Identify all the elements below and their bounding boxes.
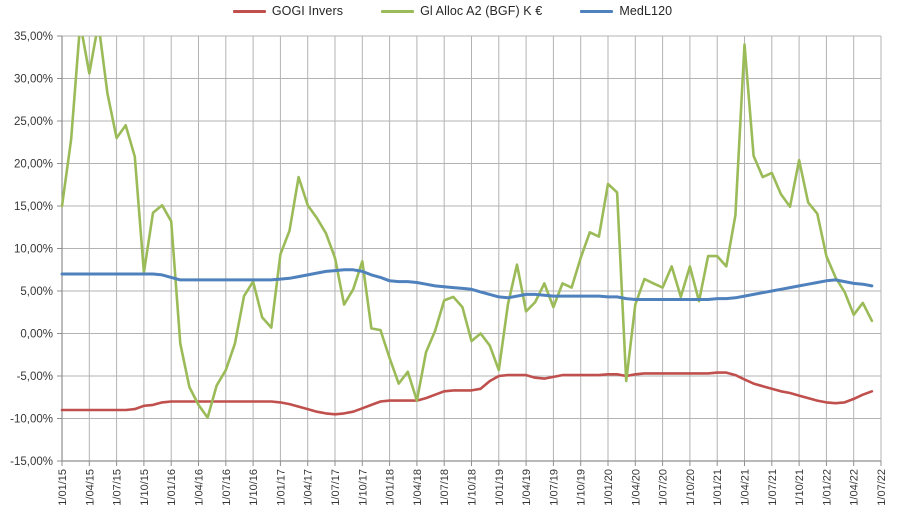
x-axis-label: 1/04/16 — [194, 469, 206, 506]
legend-item-2: MedL120 — [580, 4, 672, 18]
series-line-medl120 — [60, 268, 874, 301]
x-axis-label: 1/01/19 — [494, 469, 506, 506]
x-axis-label: 1/01/18 — [385, 469, 397, 506]
x-axis-label: 1/07/22 — [876, 469, 888, 506]
y-axis-label: 30,00% — [14, 74, 53, 86]
legend-label: Gl Alloc A2 (BGF) K € — [420, 4, 543, 18]
x-axis-label: 1/07/15 — [112, 469, 124, 506]
y-axis-label: 35,00% — [14, 31, 53, 43]
x-axis-label: 1/01/17 — [275, 469, 287, 506]
x-axis-label: 1/07/17 — [330, 469, 342, 506]
y-axis-label: -10,00% — [10, 414, 53, 426]
x-axis-label: 1/04/18 — [412, 469, 424, 506]
legend-line-swatch — [232, 9, 266, 13]
x-axis-label: 1/07/16 — [221, 469, 233, 506]
legend-item-0: GOGI Invers — [232, 4, 344, 18]
x-axis-label: 1/10/16 — [248, 469, 260, 506]
series-line-gl-alloc-a2-bgf-k — [60, 36, 874, 419]
x-axis-label: 1/10/15 — [139, 469, 151, 506]
y-axis-label: -15,00% — [10, 456, 53, 468]
legend-line-swatch — [381, 9, 415, 13]
x-axis-label: 1/07/20 — [658, 469, 670, 506]
x-axis-label: 1/01/21 — [712, 469, 724, 506]
x-axis-label: 1/07/21 — [767, 469, 779, 506]
series-line-gogi-invers — [60, 371, 874, 416]
legend-label: GOGI Invers — [271, 4, 344, 18]
y-axis-label: 5,00% — [20, 286, 53, 298]
x-axis-label: 1/04/22 — [849, 469, 861, 506]
y-axis-label: 10,00% — [14, 244, 53, 256]
y-axis-label: 0,00% — [20, 329, 53, 341]
legend-line-swatch — [580, 9, 614, 13]
y-axis-label: 20,00% — [14, 159, 53, 171]
y-axis-label: 15,00% — [14, 201, 53, 213]
x-axis-label: 1/04/17 — [303, 469, 315, 506]
x-axis-label: 1/01/15 — [57, 469, 69, 506]
x-axis-label: 1/07/18 — [439, 469, 451, 506]
legend-item-1: Gl Alloc A2 (BGF) K € — [381, 4, 542, 18]
x-axis-label: 1/04/21 — [740, 469, 752, 506]
x-axis-label: 1/10/19 — [576, 469, 588, 506]
x-axis-label: 1/10/20 — [685, 469, 697, 506]
x-axis-label: 1/10/21 — [794, 469, 806, 506]
x-axis-label: 1/04/20 — [630, 469, 642, 506]
legend-label: MedL120 — [619, 4, 673, 18]
y-axis-label: -5,00% — [17, 371, 53, 383]
y-axis-label: 25,00% — [14, 116, 53, 128]
x-axis-label: 1/01/20 — [603, 469, 615, 506]
x-axis-label: 1/10/17 — [357, 469, 369, 506]
x-axis-label: 1/01/22 — [821, 469, 833, 506]
x-axis-label: 1/07/19 — [548, 469, 560, 506]
x-axis-label: 1/04/15 — [84, 469, 96, 506]
chart-legend: GOGI Invers Gl Alloc A2 (BGF) K € MedL120 — [0, 4, 905, 18]
x-axis-label: 1/10/18 — [467, 469, 479, 506]
x-axis-label: 1/01/16 — [166, 469, 178, 506]
x-axis-label: 1/04/19 — [521, 469, 533, 506]
